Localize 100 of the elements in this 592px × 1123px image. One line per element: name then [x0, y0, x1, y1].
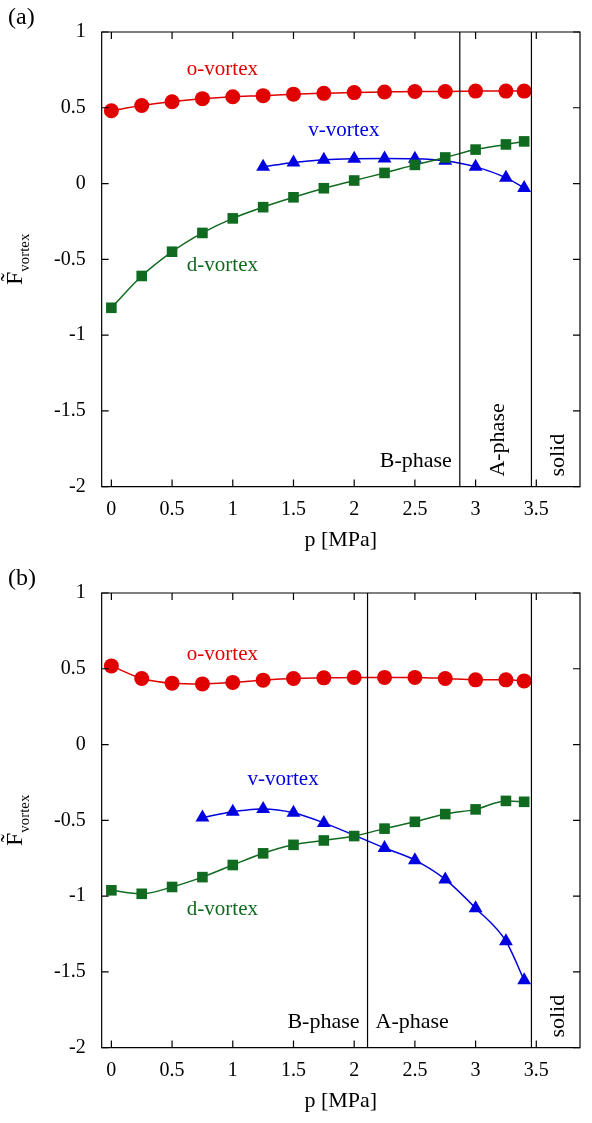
- point: [498, 672, 514, 688]
- point: [286, 804, 301, 817]
- y-tick-label: 1: [75, 580, 86, 603]
- point: [164, 675, 180, 691]
- y-tick-label: 0.5: [60, 95, 86, 118]
- series-label: o-vortex: [186, 55, 259, 80]
- x-tick-label: 3: [470, 496, 481, 519]
- point: [346, 669, 362, 685]
- point: [517, 972, 532, 985]
- y-axis-title: F̃vortex: [0, 233, 33, 285]
- point: [197, 871, 208, 883]
- series-label: d-vortex: [186, 251, 259, 276]
- series-label: d-vortex: [186, 896, 259, 921]
- x-tick-label: 0: [106, 1057, 117, 1080]
- point: [106, 885, 117, 896]
- y-tick-label: -1: [68, 883, 86, 906]
- point: [255, 88, 271, 104]
- point: [348, 175, 360, 186]
- point: [468, 83, 484, 99]
- annotation: B-phase: [287, 1007, 360, 1033]
- annotation: A-phase: [375, 1007, 449, 1033]
- point: [346, 85, 362, 101]
- y-tick-label: -1.5: [53, 398, 86, 421]
- point: [316, 85, 332, 101]
- point: [407, 669, 423, 685]
- annotation: B-phase: [379, 446, 452, 472]
- point: [103, 658, 119, 674]
- annotation: A-phase: [483, 403, 509, 477]
- point: [379, 823, 390, 834]
- x-tick-label: 2: [349, 496, 360, 519]
- x-tick-label: 1: [227, 1057, 238, 1080]
- y-tick-label: 1: [75, 19, 86, 42]
- point: [316, 814, 331, 827]
- point: [164, 94, 180, 110]
- point: [318, 182, 330, 194]
- point: [377, 669, 393, 685]
- point: [288, 192, 299, 203]
- point: [518, 136, 530, 147]
- y-tick-label: 0: [75, 731, 86, 754]
- x-tick-label: 0: [106, 496, 117, 519]
- point: [439, 808, 451, 820]
- point: [288, 839, 299, 851]
- point: [194, 91, 210, 107]
- point: [225, 803, 240, 816]
- point: [437, 84, 453, 100]
- point: [195, 809, 210, 822]
- y-tick-label: 0: [75, 170, 86, 193]
- point: [379, 167, 390, 179]
- point: [468, 672, 484, 688]
- point: [136, 888, 148, 900]
- annotation: solid: [543, 433, 569, 477]
- point: [316, 670, 332, 686]
- point: [437, 670, 453, 686]
- y-axis-title: F̃vortex: [0, 794, 33, 846]
- point: [227, 859, 239, 871]
- point: [256, 800, 271, 813]
- point: [407, 84, 423, 100]
- y-tick-label: -0.5: [53, 246, 86, 269]
- x-tick-label: 3.5: [523, 1057, 549, 1080]
- y-tick-label: -1.5: [53, 959, 86, 982]
- point: [516, 673, 532, 689]
- point: [500, 139, 512, 150]
- x-tick-label: 3.5: [523, 496, 549, 519]
- annotation: solid: [543, 994, 569, 1038]
- point: [134, 97, 150, 113]
- point: [225, 674, 241, 690]
- point: [407, 852, 422, 865]
- chart-title: (a): [8, 3, 35, 29]
- x-tick-label: 1: [227, 496, 238, 519]
- x-tick-label: 3: [470, 1057, 481, 1080]
- point: [516, 83, 532, 99]
- point: [498, 83, 514, 99]
- series-label: o-vortex: [186, 640, 259, 665]
- point: [227, 213, 239, 224]
- x-axis-title: p [MPa]: [304, 1086, 378, 1112]
- y-tick-label: -1: [68, 322, 86, 345]
- series-label: v-vortex: [247, 765, 320, 790]
- point: [134, 670, 150, 686]
- point: [166, 246, 178, 258]
- point: [470, 144, 481, 155]
- point: [136, 270, 148, 282]
- x-axis-title: p [MPa]: [304, 525, 378, 551]
- x-tick-label: 2: [349, 1057, 360, 1080]
- point: [257, 848, 269, 859]
- point: [255, 672, 271, 688]
- y-tick-label: -2: [68, 473, 86, 496]
- point: [285, 670, 301, 686]
- series-label: v-vortex: [308, 116, 380, 141]
- y-tick-label: 0.5: [60, 656, 86, 679]
- point: [318, 835, 330, 846]
- point: [377, 150, 392, 163]
- x-tick-label: 2.5: [402, 1057, 428, 1080]
- point: [197, 227, 208, 239]
- y-tick-label: -2: [68, 1034, 86, 1057]
- x-tick-label: 1.5: [280, 1057, 306, 1080]
- x-tick-label: 1.5: [280, 496, 306, 519]
- point: [377, 840, 392, 853]
- point: [285, 86, 301, 102]
- point: [468, 900, 483, 913]
- point: [470, 804, 481, 815]
